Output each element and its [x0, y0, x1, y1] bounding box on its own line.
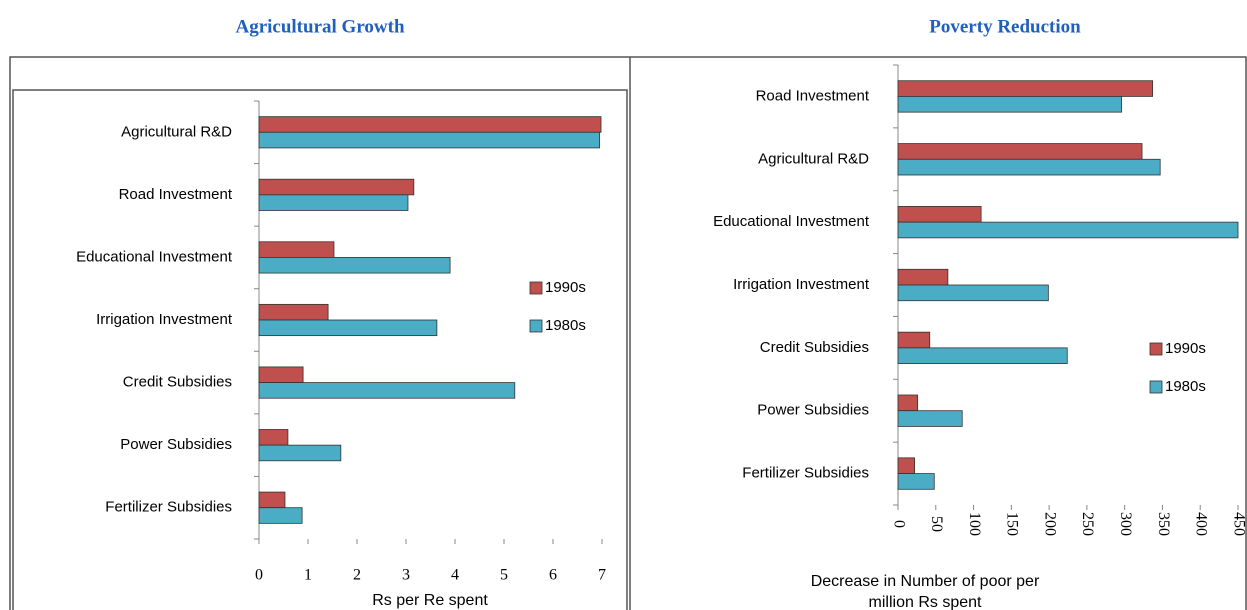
- category-label: Educational Investment: [76, 248, 233, 265]
- bar: [258, 131, 600, 149]
- category-label: Power Subsidies: [120, 436, 232, 453]
- x-tick-label: 0: [255, 567, 263, 584]
- legend-swatch: [529, 281, 543, 295]
- category-label: Credit Subsidies: [760, 339, 869, 356]
- bar: [258, 429, 289, 446]
- x-tick-label: 200: [1041, 512, 1058, 536]
- bar: [258, 116, 602, 133]
- bar: [897, 473, 935, 490]
- legend-swatch: [529, 319, 543, 333]
- legend-label: 1980s: [545, 317, 586, 334]
- bar: [897, 158, 1161, 176]
- category-label: Fertilizer Subsidies: [105, 499, 232, 516]
- left-plot-frame: [12, 89, 628, 610]
- x-tick-label: 3: [402, 567, 410, 584]
- category-label: Irrigation Investment: [733, 276, 870, 293]
- legend-label: 1990s: [1165, 340, 1206, 357]
- category-label: Irrigation Investment: [96, 311, 233, 328]
- category-label: Agricultural R&D: [121, 123, 232, 140]
- bar: [897, 96, 1123, 113]
- category-label: Power Subsidies: [757, 402, 869, 419]
- x-tick-label: 2: [353, 567, 361, 584]
- category-label: Agricultural R&D: [758, 150, 869, 167]
- x-tick-label: 350: [1155, 512, 1172, 536]
- category-label: Educational Investment: [713, 213, 870, 230]
- legend-label: 1990s: [545, 279, 586, 296]
- bar: [258, 303, 329, 321]
- category-label: Road Investment: [119, 186, 233, 203]
- bar: [258, 491, 286, 509]
- x-tick-label: 5: [500, 567, 508, 584]
- bar: [897, 347, 1068, 364]
- bar: [258, 444, 342, 462]
- x-tick-label: 1: [304, 567, 312, 584]
- x-axis-title: Rs per Re spent: [372, 592, 488, 609]
- bar: [258, 241, 335, 258]
- x-axis-title: Decrease in Number of poor per: [811, 573, 1040, 590]
- bar: [897, 457, 916, 474]
- bar: [897, 206, 982, 223]
- x-tick-label: 0: [890, 520, 907, 528]
- bar: [897, 143, 1143, 160]
- legend-swatch: [1149, 342, 1163, 356]
- x-axis-title: million Rs spent: [869, 594, 982, 610]
- x-tick-label: 450: [1230, 512, 1247, 536]
- x-tick-label: 100: [966, 512, 983, 536]
- bar: [897, 80, 1154, 97]
- legend-label: 1980s: [1165, 378, 1206, 395]
- x-tick-label: 400: [1193, 512, 1210, 536]
- bar: [258, 507, 303, 524]
- bar: [897, 284, 1049, 302]
- category-label: Credit Subsidies: [123, 374, 232, 391]
- x-tick-label: 250: [1079, 512, 1096, 536]
- bar: [897, 268, 949, 286]
- bar: [258, 178, 415, 196]
- x-tick-label: 50: [928, 516, 945, 532]
- bar: [897, 331, 931, 349]
- category-label: Fertilizer Subsidies: [742, 465, 869, 482]
- bar: [897, 410, 963, 427]
- category-label: Road Investment: [756, 87, 870, 104]
- bar: [897, 394, 919, 412]
- x-tick-label: 4: [451, 567, 459, 584]
- bar: [258, 382, 516, 399]
- bar: [258, 257, 451, 274]
- chart-title: Poverty Reduction: [929, 16, 1081, 37]
- bar: [258, 194, 409, 211]
- x-tick-label: 6: [549, 567, 557, 584]
- chart-title: Agricultural Growth: [235, 16, 404, 37]
- legend-swatch: [1149, 380, 1163, 394]
- outer-frame: [9, 56, 1247, 610]
- bar: [258, 319, 438, 337]
- x-tick-label: 7: [598, 567, 606, 584]
- x-tick-label: 150: [1004, 512, 1021, 536]
- bar: [897, 221, 1239, 239]
- bar: [258, 366, 304, 383]
- x-tick-label: 300: [1117, 512, 1134, 536]
